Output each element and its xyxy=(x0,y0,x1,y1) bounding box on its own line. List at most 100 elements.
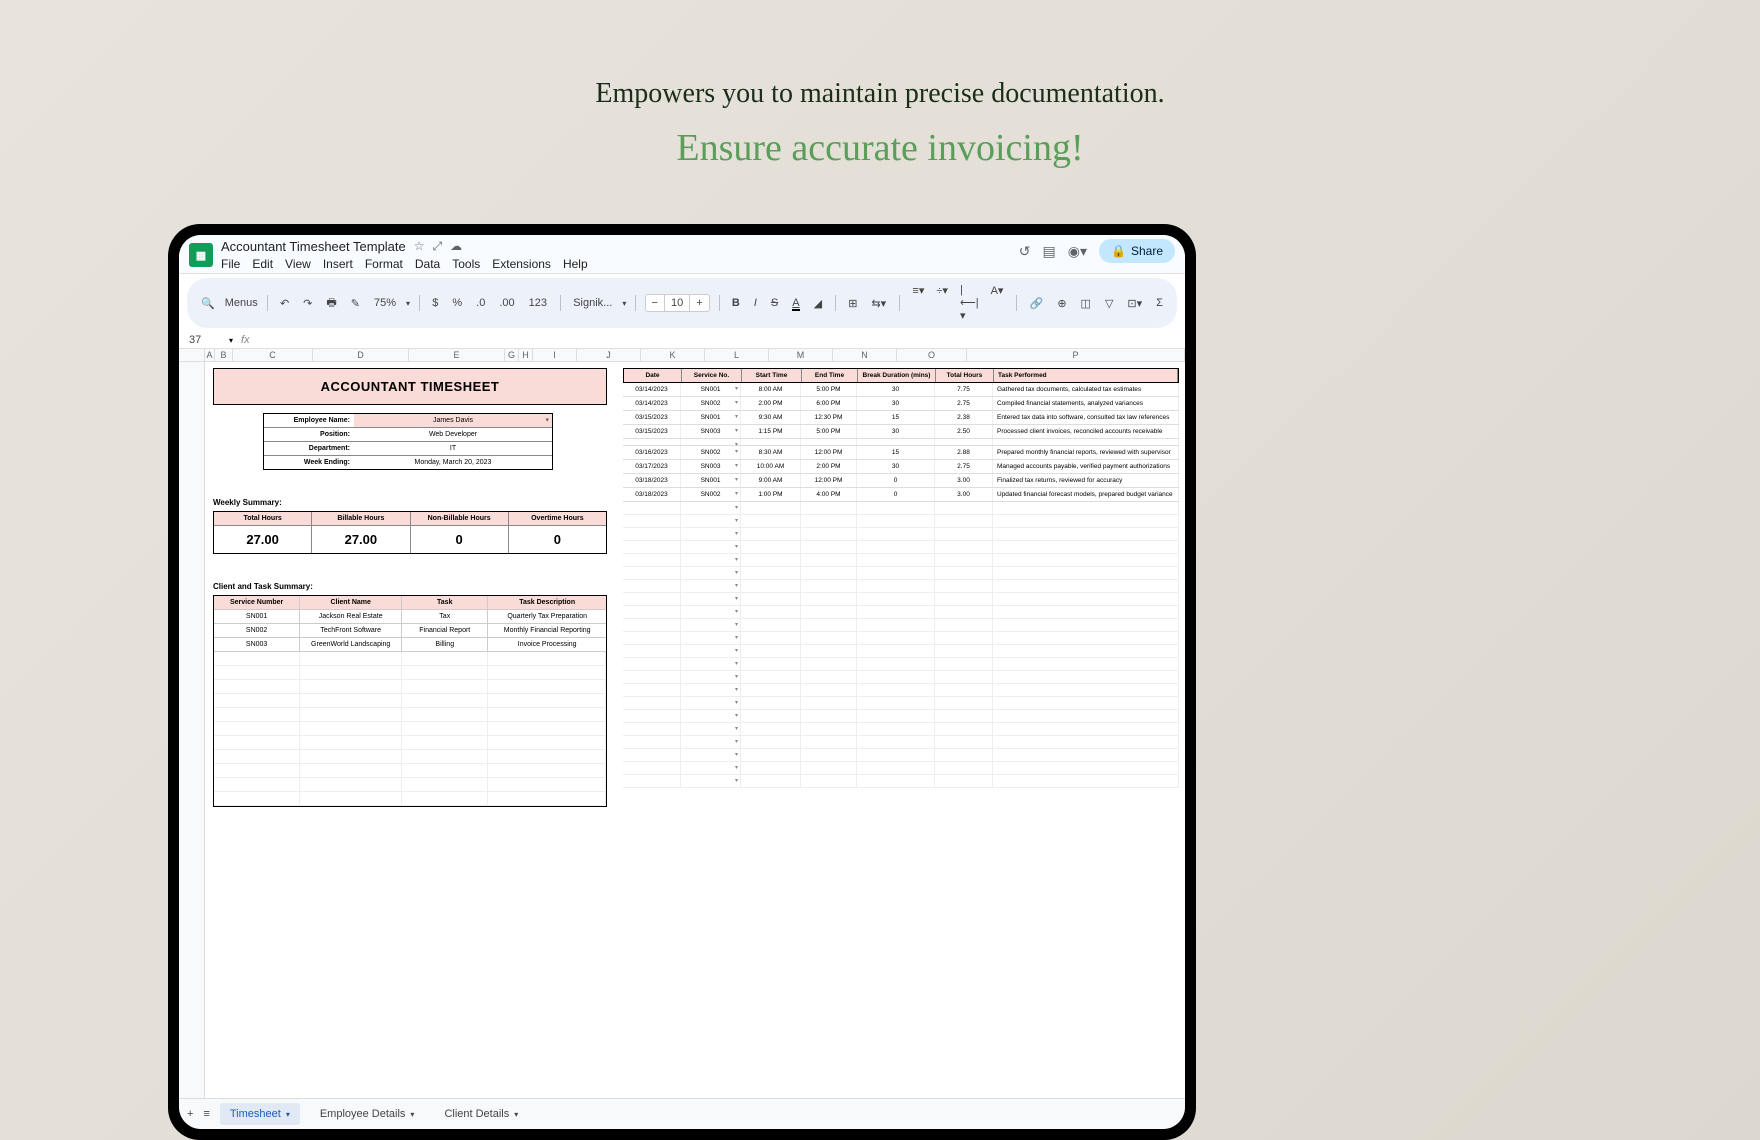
dec-down-icon[interactable]: .0 xyxy=(472,295,489,311)
print-icon[interactable]: 🖶 xyxy=(322,292,340,315)
col-k[interactable]: K xyxy=(641,349,705,361)
col-g[interactable]: G xyxy=(505,349,519,361)
table-row[interactable]: 03/15/2023SN003▾1:15 PM5:00 PM302.50Proc… xyxy=(623,425,1179,439)
menu-extensions[interactable]: Extensions xyxy=(492,257,551,271)
wrap-icon[interactable]: |⟵|▾ xyxy=(956,282,983,324)
table-row[interactable]: 03/14/2023SN001▾8:00 AM5:00 PM307.75Gath… xyxy=(623,383,1179,397)
halign-icon[interactable]: ≡▾ xyxy=(908,282,928,324)
col-p[interactable]: P xyxy=(967,349,1185,361)
info-val-week[interactable]: Monday, March 20, 2023 xyxy=(354,456,552,469)
move-icon[interactable]: ⤢ xyxy=(433,239,443,254)
font-size-plus[interactable]: + xyxy=(690,295,708,311)
font-size-minus[interactable]: − xyxy=(646,295,664,311)
table-row[interactable]: SN002TechFront SoftwareFinancial ReportM… xyxy=(214,624,606,638)
undo-icon[interactable]: ↶ xyxy=(276,295,293,312)
paint-icon[interactable]: ✎ xyxy=(347,295,364,312)
text-color-icon[interactable]: A xyxy=(788,295,803,311)
table-row[interactable]: ▾ xyxy=(623,439,1179,446)
col-o[interactable]: O xyxy=(897,349,967,361)
table-row[interactable]: 03/15/2023SN001▾9:30 AM12:30 PM152.38Ent… xyxy=(623,411,1179,425)
fx-icon: fx xyxy=(241,334,250,346)
meet-icon[interactable]: ◉▾ xyxy=(1068,243,1087,260)
tab-client[interactable]: Client Details▾ xyxy=(434,1103,528,1125)
zoom-select[interactable]: 75% xyxy=(370,295,400,311)
menu-data[interactable]: Data xyxy=(415,257,440,271)
tab-employee[interactable]: Employee Details▾ xyxy=(310,1103,425,1125)
chart-icon[interactable]: ◫ xyxy=(1077,295,1095,312)
cloud-icon[interactable]: ☁ xyxy=(450,239,462,254)
name-box[interactable]: 37 xyxy=(189,334,221,346)
search-icon[interactable]: 🔍 xyxy=(197,295,219,312)
table-row[interactable]: 03/16/2023SN002▾8:30 AM12:00 PM152.88Pre… xyxy=(623,446,1179,460)
sheets-logo-icon[interactable]: ▦ xyxy=(189,243,213,267)
borders-icon[interactable]: ⊞ xyxy=(844,295,861,312)
table-row[interactable]: 03/18/2023SN001▾9:00 AM12:00 PM03.00Fina… xyxy=(623,474,1179,488)
menu-edit[interactable]: Edit xyxy=(252,257,273,271)
promo-subtitle: Empowers you to maintain precise documen… xyxy=(0,78,1760,110)
col-i[interactable]: I xyxy=(533,349,577,361)
col-c[interactable]: C xyxy=(233,349,313,361)
bold-icon[interactable]: B xyxy=(728,295,744,311)
log-panel: Date Service No. Start Time End Time Bre… xyxy=(623,368,1179,788)
left-panel: ACCOUNTANT TIMESHEET Employee Name: Jame… xyxy=(213,368,607,807)
percent-icon[interactable]: % xyxy=(448,295,466,311)
tab-timesheet[interactable]: Timesheet▾ xyxy=(220,1103,300,1125)
doc-title[interactable]: Accountant Timesheet Template xyxy=(221,239,406,254)
col-m[interactable]: M xyxy=(769,349,833,361)
info-val-name[interactable]: James Davis▾ xyxy=(354,414,552,427)
col-e[interactable]: E xyxy=(409,349,505,361)
menu-view[interactable]: View xyxy=(285,257,311,271)
functions-icon[interactable]: Σ xyxy=(1152,295,1167,311)
currency-icon[interactable]: $ xyxy=(428,295,442,311)
rotate-icon[interactable]: A▾ xyxy=(987,282,1008,324)
sum-hdr-billable: Billable Hours xyxy=(312,512,409,526)
col-d[interactable]: D xyxy=(313,349,409,361)
font-size-stepper[interactable]: − 10 + xyxy=(645,294,710,312)
info-val-position[interactable]: Web Developer xyxy=(354,428,552,441)
col-l[interactable]: L xyxy=(705,349,769,361)
redo-icon[interactable]: ↷ xyxy=(299,295,316,312)
table-row[interactable]: 03/17/2023SN003▾10:00 AM2:00 PM302.75Man… xyxy=(623,460,1179,474)
col-n[interactable]: N xyxy=(833,349,897,361)
format-123-icon[interactable]: 123 xyxy=(525,295,551,311)
dec-up-icon[interactable]: .00 xyxy=(495,295,518,311)
log-hdr-end: End Time xyxy=(802,369,858,382)
font-select[interactable]: Signik... xyxy=(569,295,616,311)
menu-tools[interactable]: Tools xyxy=(452,257,480,271)
table-row[interactable]: 03/18/2023SN002▾1:00 PM4:00 PM03.00Updat… xyxy=(623,488,1179,502)
table-row[interactable]: SN003GreenWorld LandscapingBillingInvoic… xyxy=(214,638,606,652)
info-val-dept[interactable]: IT xyxy=(354,442,552,455)
col-b[interactable]: B xyxy=(215,349,233,361)
comment-icon[interactable]: ▤ xyxy=(1043,243,1056,260)
col-h[interactable]: H xyxy=(519,349,533,361)
sheet-content[interactable]: ACCOUNTANT TIMESHEET Employee Name: Jame… xyxy=(205,362,1185,1098)
menu-format[interactable]: Format xyxy=(365,257,403,271)
share-button[interactable]: 🔒 Share xyxy=(1099,239,1175,263)
filter-icon[interactable]: ▽ xyxy=(1101,295,1117,312)
menu-file[interactable]: File xyxy=(221,257,240,271)
log-hdr-start: Start Time xyxy=(742,369,802,382)
client-summary-label: Client and Task Summary: xyxy=(213,582,607,591)
fill-color-icon[interactable]: ◢ xyxy=(810,295,826,312)
history-icon[interactable]: ↺ xyxy=(1019,243,1031,260)
col-j[interactable]: J xyxy=(577,349,641,361)
add-sheet-icon[interactable]: + xyxy=(187,1108,193,1120)
col-a[interactable]: A xyxy=(205,349,215,361)
table-row[interactable]: SN001Jackson Real EstateTaxQuarterly Tax… xyxy=(214,610,606,624)
filter-views-icon[interactable]: ⊡▾ xyxy=(1123,295,1146,312)
font-size-value[interactable]: 10 xyxy=(664,295,690,311)
all-sheets-icon[interactable]: ≡ xyxy=(203,1108,209,1120)
star-icon[interactable]: ☆ xyxy=(414,239,425,254)
share-label: Share xyxy=(1131,244,1163,258)
menu-insert[interactable]: Insert xyxy=(323,257,353,271)
menu-help[interactable]: Help xyxy=(563,257,588,271)
merge-icon[interactable]: ⇆▾ xyxy=(867,295,890,312)
italic-icon[interactable]: I xyxy=(750,295,761,311)
log-table: Date Service No. Start Time End Time Bre… xyxy=(623,368,1179,788)
weekly-summary-table: Total Hours27.00 Billable Hours27.00 Non… xyxy=(213,511,607,554)
link-icon[interactable]: 🔗 xyxy=(1026,295,1048,312)
comment-add-icon[interactable]: ⊕ xyxy=(1053,295,1070,312)
strike-icon[interactable]: S xyxy=(767,295,782,311)
valign-icon[interactable]: ÷▾ xyxy=(932,282,952,324)
table-row[interactable]: 03/14/2023SN002▾2:00 PM6:00 PM302.75Comp… xyxy=(623,397,1179,411)
